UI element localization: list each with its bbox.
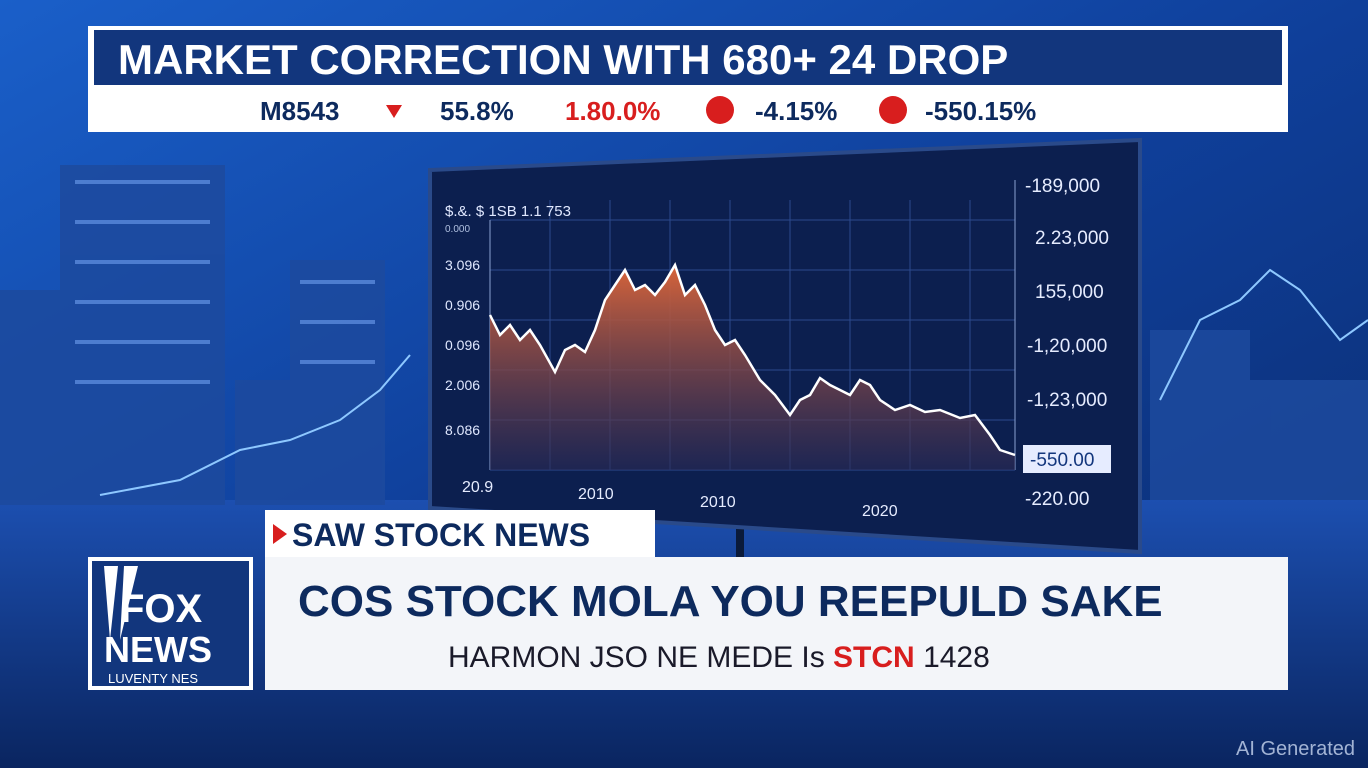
decor-line: [1159, 268, 1368, 401]
left-label: 3.096: [445, 257, 480, 273]
right-label: -1,20,000: [1027, 336, 1107, 357]
logo-news: NEWS: [104, 629, 212, 670]
lower-sub: HARMON JSO NE MEDE Is STCN 1428: [448, 641, 990, 674]
stand: [736, 520, 744, 560]
icon: [706, 96, 734, 124]
left-label: 0.906: [445, 297, 480, 313]
tag-box: [265, 510, 655, 558]
headline-bar: [94, 30, 1282, 85]
logo-fox: FOX: [120, 587, 203, 631]
x-label: 2010: [700, 494, 736, 511]
left-labels: 3.096 0.906 0.096 2.006 8.086: [445, 257, 480, 438]
ticker-item: 1.80.0%: [565, 96, 660, 126]
ticker-item: -4.15%: [755, 96, 837, 126]
monitor-title: $.&. $ 1SB 1.1 753: [445, 203, 571, 220]
down-icon: [386, 105, 402, 118]
x-label: 20.9: [462, 479, 493, 496]
left-label: 2.006: [445, 377, 480, 393]
windows: [75, 180, 375, 384]
right-label: 155,000: [1035, 282, 1104, 303]
right-label: 2.23,000: [1035, 228, 1109, 249]
right-labels: -189,000 2.23,000 155,000 -1,20,000 -1,2…: [1025, 176, 1109, 510]
left-label: 8.086: [445, 422, 480, 438]
right-label: -189,000: [1025, 176, 1100, 197]
highlight-box: [1023, 445, 1111, 473]
ticker-item: M8543: [260, 96, 340, 126]
logo-sub: LUVENTY NES: [108, 671, 198, 686]
x-label: 2020: [862, 503, 898, 520]
tag-arrow: [273, 524, 287, 544]
sub-red: STCN: [833, 641, 915, 674]
city: [0, 165, 1368, 505]
sub-text: HARMON JSO NE MEDE Is: [448, 641, 825, 674]
chart-line: [488, 261, 1016, 457]
ticker-item: 55.8%: [440, 96, 514, 126]
right-label: -220.00: [1025, 489, 1089, 510]
headline: MARKET CORRECTION WITH 680+ 24 DROP: [118, 36, 1008, 83]
left-label: 0.096: [445, 337, 480, 353]
logo-beam: [104, 566, 138, 640]
logo: [92, 561, 249, 686]
monitor-subtitle: 0.000: [445, 224, 470, 235]
decor-line: [99, 354, 411, 496]
tag: SAW STOCK NEWS: [292, 517, 590, 553]
right-label: -1,23,000: [1027, 390, 1107, 411]
sub-text: 1428: [923, 641, 990, 674]
x-labels: 20.9 2010 2010 2020: [462, 479, 898, 520]
lower-headline: COS STOCK MOLA YOU REEPULD SAKE: [298, 577, 1163, 626]
highlight: -550.00: [1030, 450, 1094, 471]
icon: [879, 96, 907, 124]
ticker-item: -550.15%: [925, 96, 1036, 126]
lower-third: [265, 557, 1288, 690]
watermark: AI Generated: [1236, 738, 1355, 760]
x-label: 2010: [578, 486, 614, 503]
